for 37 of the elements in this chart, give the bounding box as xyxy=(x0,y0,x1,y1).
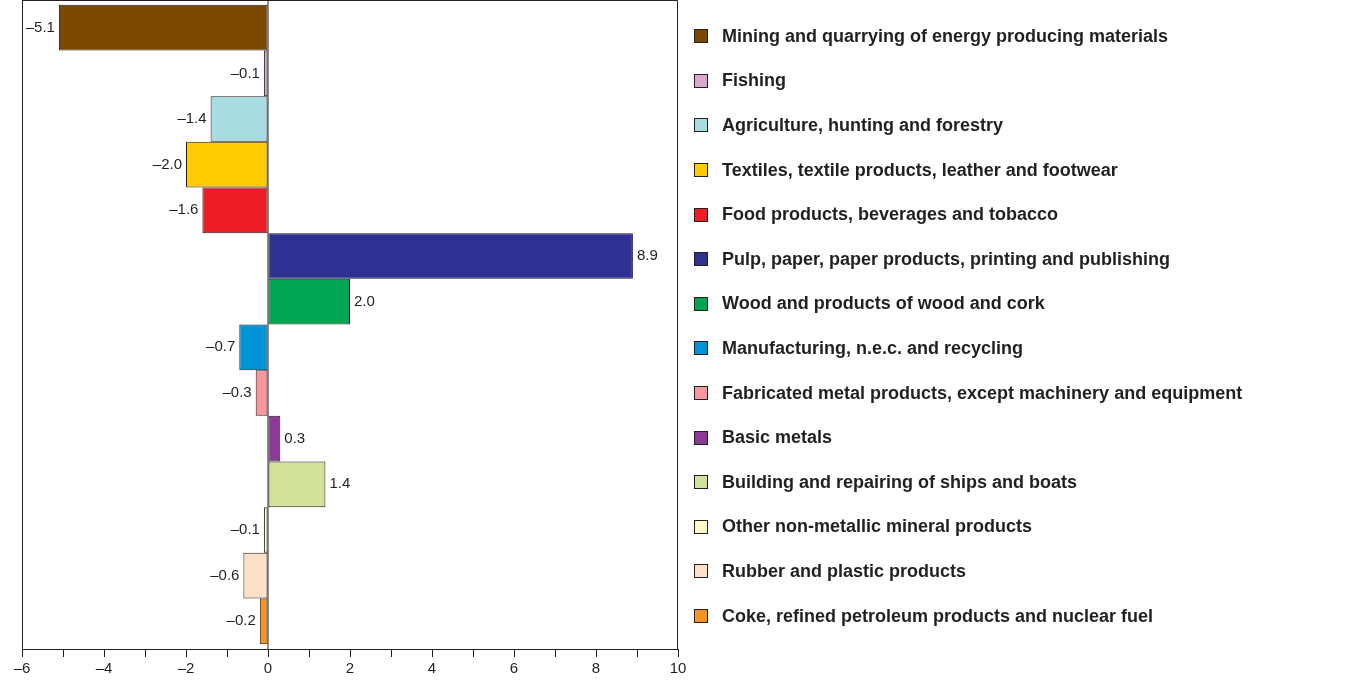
legend-label: Coke, refined petroleum products and nuclear fuel xyxy=(722,605,1154,627)
data-label: –0.1 xyxy=(230,520,260,538)
data-label: 1.4 xyxy=(329,474,351,492)
legend-label: Food products, beverages and tobacco xyxy=(722,204,1059,226)
legend-label: Mining and quarrying of energy producing materials xyxy=(722,25,1169,47)
data-label: –0.1 xyxy=(230,63,260,81)
legend-label: Agriculture, hunting and forestry xyxy=(722,114,1004,136)
x-tick-label: –6 xyxy=(13,659,31,677)
legend-label: Pulp, paper, paper products, printing and publishing xyxy=(722,248,1171,270)
data-label: –0.2 xyxy=(226,611,256,629)
legend-label: Other non-metallic mineral products xyxy=(722,516,1033,538)
legend-label: Textiles, textile products, leather and footwear xyxy=(722,159,1118,181)
legend-label: Basic metals xyxy=(722,427,833,449)
legend-label: Fishing xyxy=(722,70,786,92)
x-tick-label: 0 xyxy=(263,659,273,677)
data-label: –1.4 xyxy=(177,109,207,127)
legend-label: Building and repairing of ships and boats xyxy=(722,471,1078,493)
data-label: –0.3 xyxy=(222,383,252,401)
legend-label: Manufacturing, n.e.c. and recycling xyxy=(722,337,1024,359)
data-label: 8.9 xyxy=(636,246,658,264)
data-label: 2.0 xyxy=(354,291,375,309)
legend-label: Fabricated metal products, except machinery and equipment xyxy=(722,382,1243,404)
legend-label: Rubber and plastic products xyxy=(722,560,967,582)
x-tick-label: 2 xyxy=(345,659,355,677)
x-tick-label: –4 xyxy=(95,659,113,677)
data-label: –0.6 xyxy=(210,565,240,583)
x-tick-label: 4 xyxy=(427,659,437,677)
legend-label: Wood and products of wood and cork xyxy=(722,293,1045,315)
data-label: –1.6 xyxy=(169,200,199,218)
x-tick-label: –2 xyxy=(177,659,195,677)
data-label: –5.1 xyxy=(25,17,55,35)
x-tick-label: 6 xyxy=(509,659,519,677)
data-label: –2.0 xyxy=(152,154,182,172)
x-tick-label: 10 xyxy=(669,659,687,677)
data-label: 0.3 xyxy=(284,428,306,446)
data-label: –0.7 xyxy=(206,337,236,355)
x-tick-label: 8 xyxy=(591,659,601,677)
